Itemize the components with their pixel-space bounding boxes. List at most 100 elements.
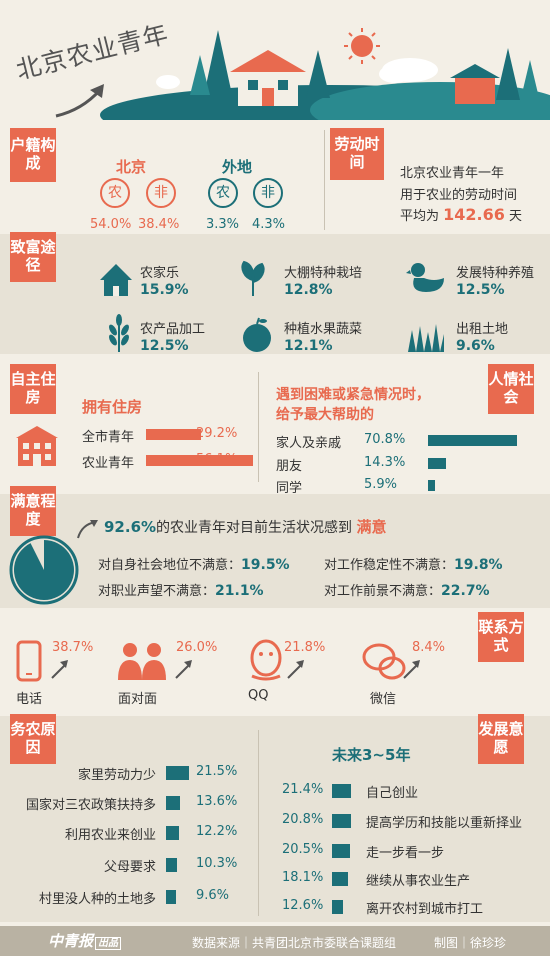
tag-wealth-label: 致富途径 <box>10 238 56 274</box>
contact-value-2: 26.0% <box>176 640 218 655</box>
hukou-value-1: 54.0% <box>90 217 132 232</box>
help-bar-1 <box>428 435 517 446</box>
help-label-3: 同学 <box>276 481 303 496</box>
wealth-label-5: 种植水果蔬菜 <box>284 322 363 337</box>
leaf-icon <box>241 260 265 296</box>
hukou-circle-2: 非 <box>146 178 176 208</box>
tag-wealth: 致富途径 <box>10 232 56 282</box>
plan-label-2: 提高学历和技能以重新择业 <box>366 816 523 831</box>
help-value-3: 5.9% <box>364 477 398 492</box>
housing-label-2: 农业青年 <box>82 456 135 471</box>
satisfaction-band <box>0 494 550 608</box>
arrow-up-right-icon <box>55 84 104 118</box>
tag-help-label: 人情社会 <box>488 370 534 406</box>
tag-labor-label: 劳动时间 <box>334 135 380 171</box>
hukou-circle-4: 非 <box>253 178 283 208</box>
plan-label-4: 继续从事农业生产 <box>366 874 471 889</box>
contact-arrows <box>51 660 420 679</box>
help-value-1: 70.8% <box>364 432 406 447</box>
wealth-label-6: 出租土地 <box>456 322 509 337</box>
contact-label-2: 面对面 <box>118 692 158 707</box>
duck-icon <box>406 263 444 292</box>
wechat-icon <box>362 643 406 680</box>
plan-value-2: 20.8% <box>282 812 324 827</box>
wealth-value-6: 9.6% <box>456 338 495 354</box>
reason-value-5: 9.6% <box>196 888 230 903</box>
wealth-value-5: 12.1% <box>284 338 333 354</box>
tag-help: 人情社会 <box>488 364 534 414</box>
wheat-icon <box>109 314 129 352</box>
labor-line-1: 北京农业青年一年 <box>400 166 505 181</box>
help-bar-3 <box>428 480 436 491</box>
plan-value-1: 21.4% <box>282 782 324 797</box>
reason-bar-1 <box>166 766 189 780</box>
reason-label-2: 国家对三农政策扶持多 <box>25 798 156 813</box>
labor-line-3: 平均为 142.66 天 <box>400 205 522 224</box>
tag-contact-label: 联系方式 <box>478 618 524 654</box>
plan-bar-2 <box>332 814 351 828</box>
footer-logo-badge: 出品 <box>95 937 122 950</box>
reason-value-2: 13.6% <box>196 794 238 809</box>
wealth-label-4: 农产品加工 <box>140 322 206 337</box>
contact-value-1: 38.7% <box>52 640 94 655</box>
reason-label-4: 父母要求 <box>103 860 156 875</box>
reasons-band <box>0 716 550 922</box>
reason-bar-2 <box>166 796 181 810</box>
satisfaction-headline-end: 满意 <box>356 518 387 536</box>
tag-hukou-label: 户籍构成 <box>10 136 56 172</box>
hukou-circle-1: 农 <box>100 178 130 208</box>
reason-label-5: 村里没人种的土地多 <box>38 892 156 907</box>
hukou-value-3: 3.3% <box>206 217 240 232</box>
labor-unit: 天 <box>509 209 523 224</box>
satisfaction-headline: 92.6%的农业青年对目前生活状况感到 满意 <box>104 516 387 537</box>
reason-bar-4 <box>166 858 177 872</box>
satisfaction-item-1: 对自身社会地位不满意：19.5% <box>98 554 290 573</box>
apple-icon <box>243 317 271 352</box>
tag-hukou: 户籍构成 <box>10 128 56 182</box>
contact-label-3: QQ <box>248 688 269 703</box>
help-subtitle-2: 给予最大帮助的 <box>276 407 374 423</box>
plan-value-4: 18.1% <box>282 870 324 885</box>
tag-satisfaction-label: 满意程度 <box>10 492 56 528</box>
divider <box>258 372 259 482</box>
reason-value-3: 12.2% <box>196 824 238 839</box>
satisfaction-label-4: 对工作前景不满意： <box>324 584 442 599</box>
reason-value-1: 21.5% <box>196 764 238 779</box>
satisfaction-label-2: 对工作稳定性不满意： <box>324 558 455 573</box>
reason-label-3: 利用农业来创业 <box>64 828 156 843</box>
footer: 中青报 出品 数据来源｜共青团北京市委联合课题组 制图｜徐珍珍 <box>0 926 550 956</box>
plan-bar-5 <box>332 900 344 914</box>
satisfaction-item-4: 对工作前景不满意：22.7% <box>324 580 490 599</box>
housing-value-2: 56.1% <box>196 452 238 467</box>
pie-slice-satisfied <box>14 540 74 600</box>
labor-value: 142.66 <box>443 205 505 224</box>
hukou-group-waidi: 外地 <box>222 158 253 176</box>
reason-value-4: 10.3% <box>196 856 238 871</box>
tag-plans: 发展意愿 <box>478 714 524 764</box>
wealth-value-2: 12.8% <box>284 282 333 298</box>
help-label-2: 朋友 <box>276 459 303 474</box>
hukou-value-4: 4.3% <box>252 217 286 232</box>
satisfaction-label-1: 对自身社会地位不满意： <box>98 558 242 573</box>
contact-label-1: 电话 <box>16 692 43 707</box>
housing-value-1: 29.2% <box>196 426 238 441</box>
wealth-label-2: 大棚特种栽培 <box>284 266 363 281</box>
housing-label-1: 全市青年 <box>82 430 135 445</box>
wealth-value-1: 15.9% <box>140 282 189 298</box>
qq-icon <box>250 639 282 681</box>
satisfaction-label-3: 对职业声望不满意： <box>98 584 216 599</box>
housing-subtitle: 拥有住房 <box>82 398 143 416</box>
house-tree-icon <box>100 264 132 296</box>
help-value-2: 14.3% <box>364 455 406 470</box>
satisfaction-item-3: 对职业声望不满意：21.1% <box>98 580 264 599</box>
wealth-value-3: 12.5% <box>456 282 505 298</box>
plan-bar-3 <box>332 844 351 858</box>
tag-reasons: 务农原因 <box>10 714 56 764</box>
plans-subtitle: 未来3~5年 <box>332 746 411 764</box>
plan-value-3: 20.5% <box>282 842 324 857</box>
phone-icon <box>16 640 42 682</box>
tag-labor: 劳动时间 <box>330 128 384 180</box>
help-subtitle-1: 遇到困难或紧急情况时， <box>276 387 430 403</box>
wealth-label-1: 农家乐 <box>140 266 180 281</box>
hukou-value-2: 38.4% <box>138 217 180 232</box>
